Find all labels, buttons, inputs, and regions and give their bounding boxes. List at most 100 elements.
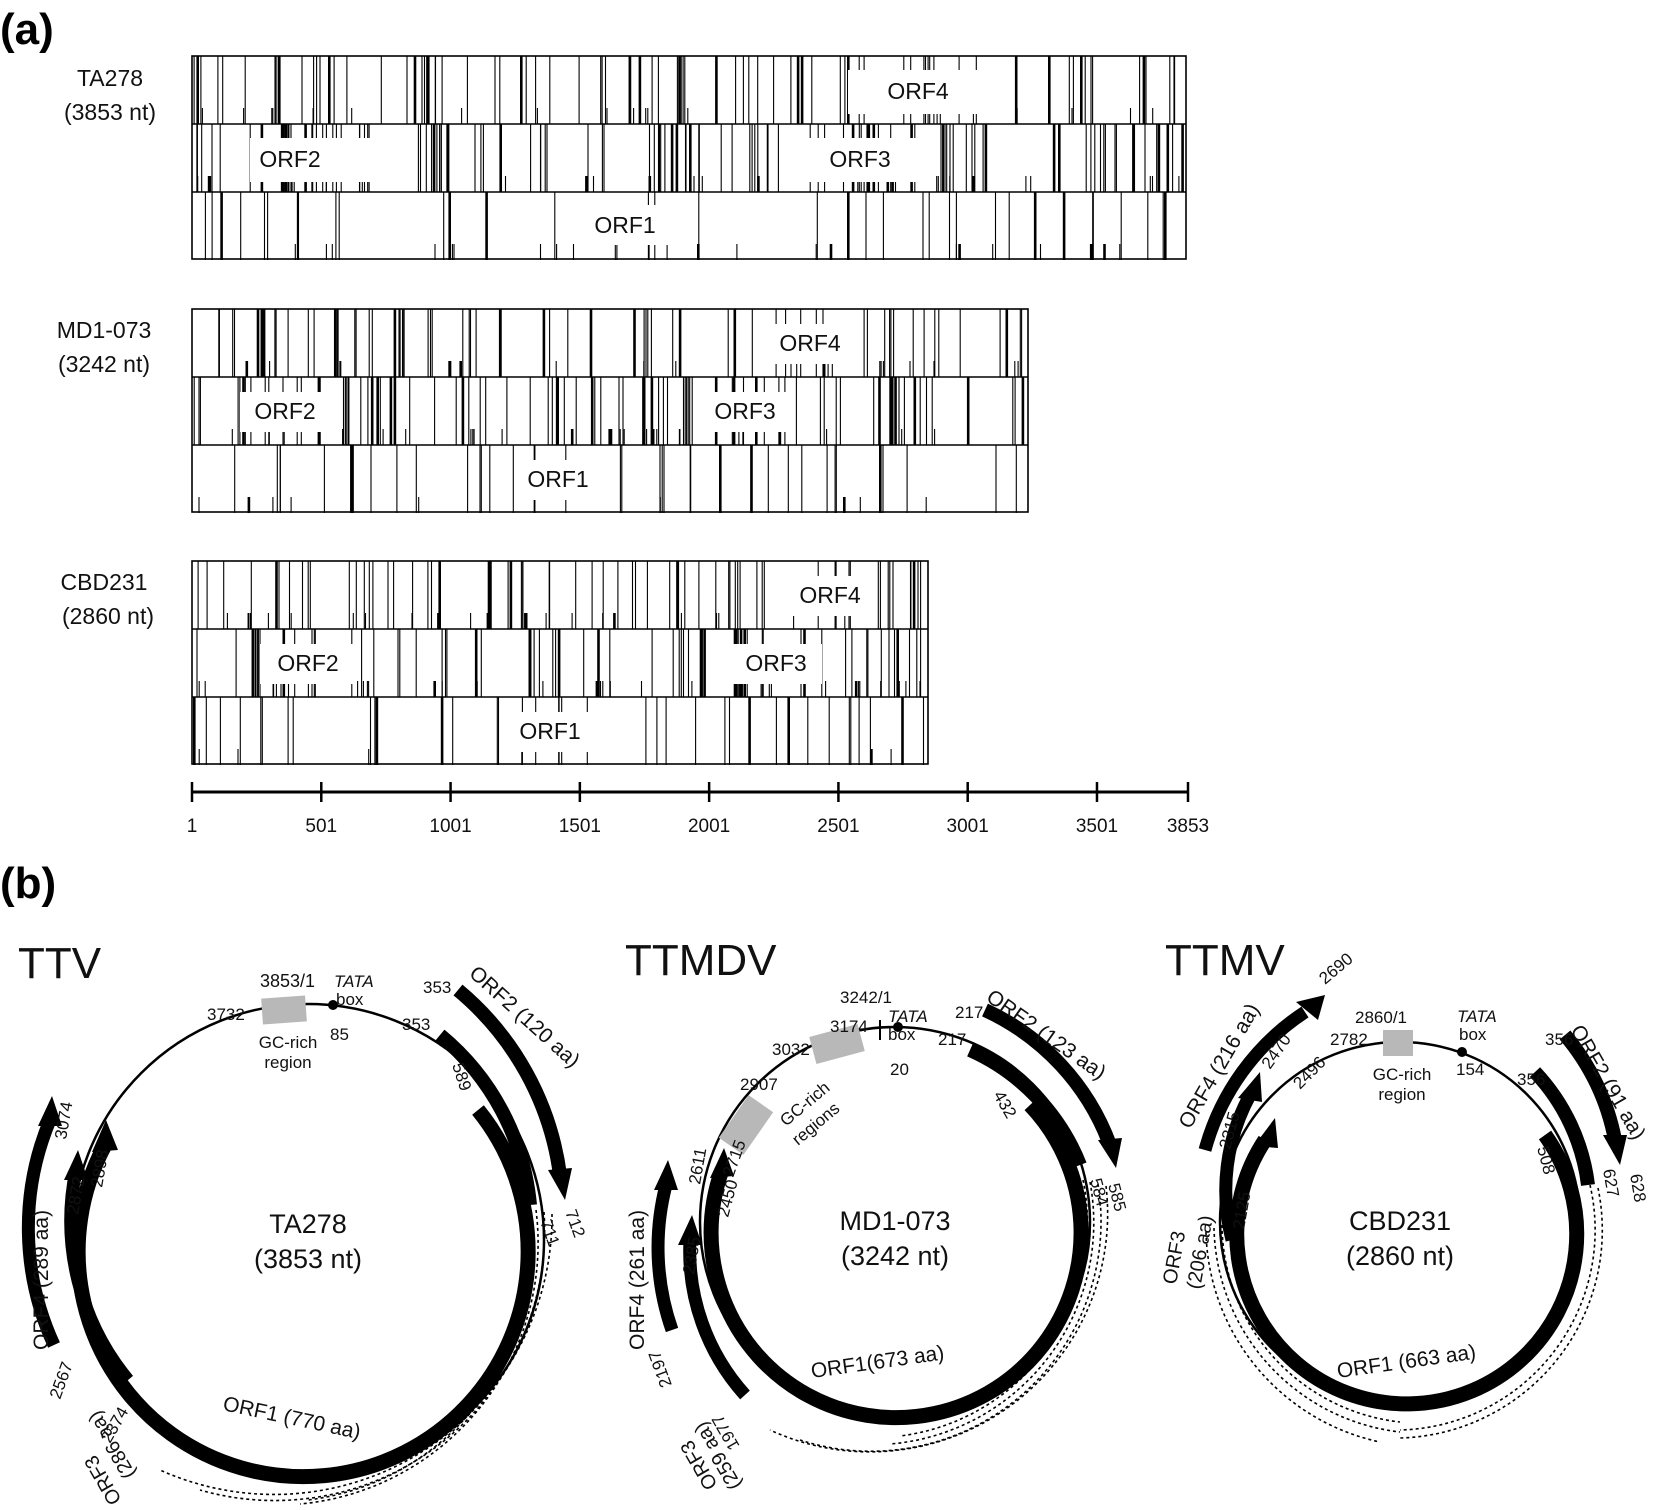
scale-tick-label: 1501: [559, 816, 601, 837]
orf4-arrow: [21, 1117, 60, 1348]
orf2-label: ORF2: [254, 398, 315, 424]
orf1-arrow: [703, 1099, 1089, 1426]
orf4-label: ORF4: [799, 582, 861, 608]
orf4-label: ORF4: [887, 78, 949, 104]
isolate-name: TA278: [269, 1209, 347, 1239]
orf2-label: ORF2: [277, 650, 338, 676]
orf-label-bg: [848, 70, 990, 114]
circular-map-ttv: TTV TA278 (3853 nt) 3853/1 TATA box 85 3…: [18, 939, 589, 1509]
orf2-inner-arc: [435, 1029, 537, 1206]
splice-path: [1205, 1231, 1381, 1443]
orf2-arrow-head: [1603, 1135, 1627, 1165]
orf-label-bg: [730, 644, 822, 684]
gc-region-label: region: [264, 1053, 311, 1072]
orf2-arrow-head: [1098, 1138, 1122, 1168]
isolate-length: (3853 nt): [254, 1244, 362, 1274]
orf1-label: ORF1: [594, 212, 655, 238]
orf1-label: ORF1 (770 aa): [221, 1392, 363, 1444]
orf3-arrow-head: [678, 1215, 702, 1245]
orf1-arrow-head: [1254, 1118, 1278, 1148]
orf4-end-position: 2611: [685, 1146, 710, 1185]
genome-start-position: 3853/1: [260, 971, 315, 991]
tata-box-marker: [328, 1000, 338, 1010]
scale-ticks: 1 501 1001 1501 2001 2501 3001 3501 3853: [187, 782, 1209, 837]
orf-label-bg: [785, 576, 875, 616]
orf2-inner-end-position: 627: [1599, 1167, 1623, 1198]
orf3-end-position: 2125: [1229, 1190, 1254, 1231]
gc-rich-region: [261, 995, 307, 1025]
orf3-aa-label: (206 aa): [1183, 1214, 1218, 1291]
orf2-inner-start-position: 356: [1517, 1070, 1545, 1089]
orf4-arrow-head: [1296, 995, 1325, 1020]
orf1-label: ORF1: [519, 718, 580, 744]
orf2-end-position: 712: [561, 1207, 589, 1240]
virus-name: TTMDV: [625, 936, 777, 985]
orf3-arc: [1219, 1091, 1256, 1242]
genome-name: CBD231: [61, 569, 148, 595]
orf-label-bg: [250, 138, 375, 182]
gc-rich-region: [1383, 1030, 1413, 1056]
orf-label-bg: [792, 138, 932, 182]
gc-position: 3032: [772, 1040, 810, 1059]
tata-box-marker: [893, 1022, 903, 1032]
splice-path: [1399, 1184, 1596, 1431]
gc-position: 2715: [719, 1137, 750, 1179]
scale-tick-label: 1001: [429, 816, 471, 837]
gc-start-position: 3732: [207, 1005, 245, 1024]
orf2-arrow: [982, 1003, 1117, 1148]
isolate-name: CBD231: [1349, 1206, 1451, 1236]
virus-name: TTV: [18, 939, 102, 988]
orf4-arrow-head: [38, 1096, 62, 1126]
genome-start-position: 3242/1: [840, 988, 892, 1007]
orf4-arrow: [651, 1183, 679, 1333]
genome-frame: [191, 55, 1187, 260]
orf1-start-position: 432: [990, 1088, 1021, 1122]
orf1-arrow-head: [710, 1148, 734, 1178]
splice-path: [299, 1209, 539, 1505]
orf4-start-position: 2197: [645, 1348, 676, 1390]
splice-path: [159, 1213, 553, 1496]
orf2-inner-arc: [1529, 1067, 1595, 1186]
orf2-arrow: [453, 984, 567, 1176]
splice-path: [899, 1179, 1089, 1437]
orf1-arrow: [1229, 1130, 1585, 1412]
orf2-inner-arc: [967, 1043, 1087, 1168]
orf1-label: ORF1(673 aa): [809, 1341, 945, 1382]
scale-tick-label: 1: [187, 816, 198, 837]
circular-map-ttmv: TTMV CBD231 (2860 nt) 2860/1 TATA box 15…: [1159, 936, 1650, 1443]
splice-path: [799, 1183, 1102, 1453]
splice-path: [199, 1211, 546, 1502]
orf4-arrow-head: [654, 1160, 678, 1190]
orf-label-bg: [260, 644, 355, 684]
splice-path: [1221, 1224, 1401, 1423]
scale-tick-label: 2001: [688, 816, 730, 837]
genome-frame: [191, 308, 1029, 513]
splice-path: [1213, 1227, 1401, 1433]
orf2-arrow-head: [548, 1168, 572, 1200]
orf2-start-position: 353: [423, 978, 451, 997]
orf-label-bg: [505, 712, 595, 752]
scale-tick-label: 501: [305, 816, 337, 837]
scale-tick-label: 3001: [947, 816, 989, 837]
gc-region-label: GC-rich: [1373, 1065, 1432, 1084]
tata-box-label: box: [888, 1025, 916, 1044]
orf-label-bg: [580, 205, 670, 245]
tata-box-marker: [1457, 1047, 1467, 1057]
tata-box-label: TATA: [1457, 1007, 1497, 1026]
scale-tick-label: 2501: [817, 816, 859, 837]
tata-box-label: box: [336, 990, 364, 1009]
orf3-arrow-head: [64, 1150, 88, 1180]
panel-a-label: (a): [0, 5, 54, 54]
splice-path: [1399, 1187, 1604, 1439]
gc-rich-region: [809, 1024, 865, 1064]
orf4-end-position: 2690: [1315, 949, 1356, 988]
tata-position: 154: [1456, 1060, 1484, 1079]
gc-rich-region: [718, 1095, 774, 1155]
isolate-name: MD1-073: [839, 1206, 950, 1236]
panel-b-label: (b): [0, 859, 56, 908]
genome-frame: [191, 560, 929, 765]
gc-region-label: GC-rich: [259, 1033, 318, 1052]
tata-box-label: TATA: [334, 972, 374, 991]
orf-label-bg: [760, 324, 860, 364]
